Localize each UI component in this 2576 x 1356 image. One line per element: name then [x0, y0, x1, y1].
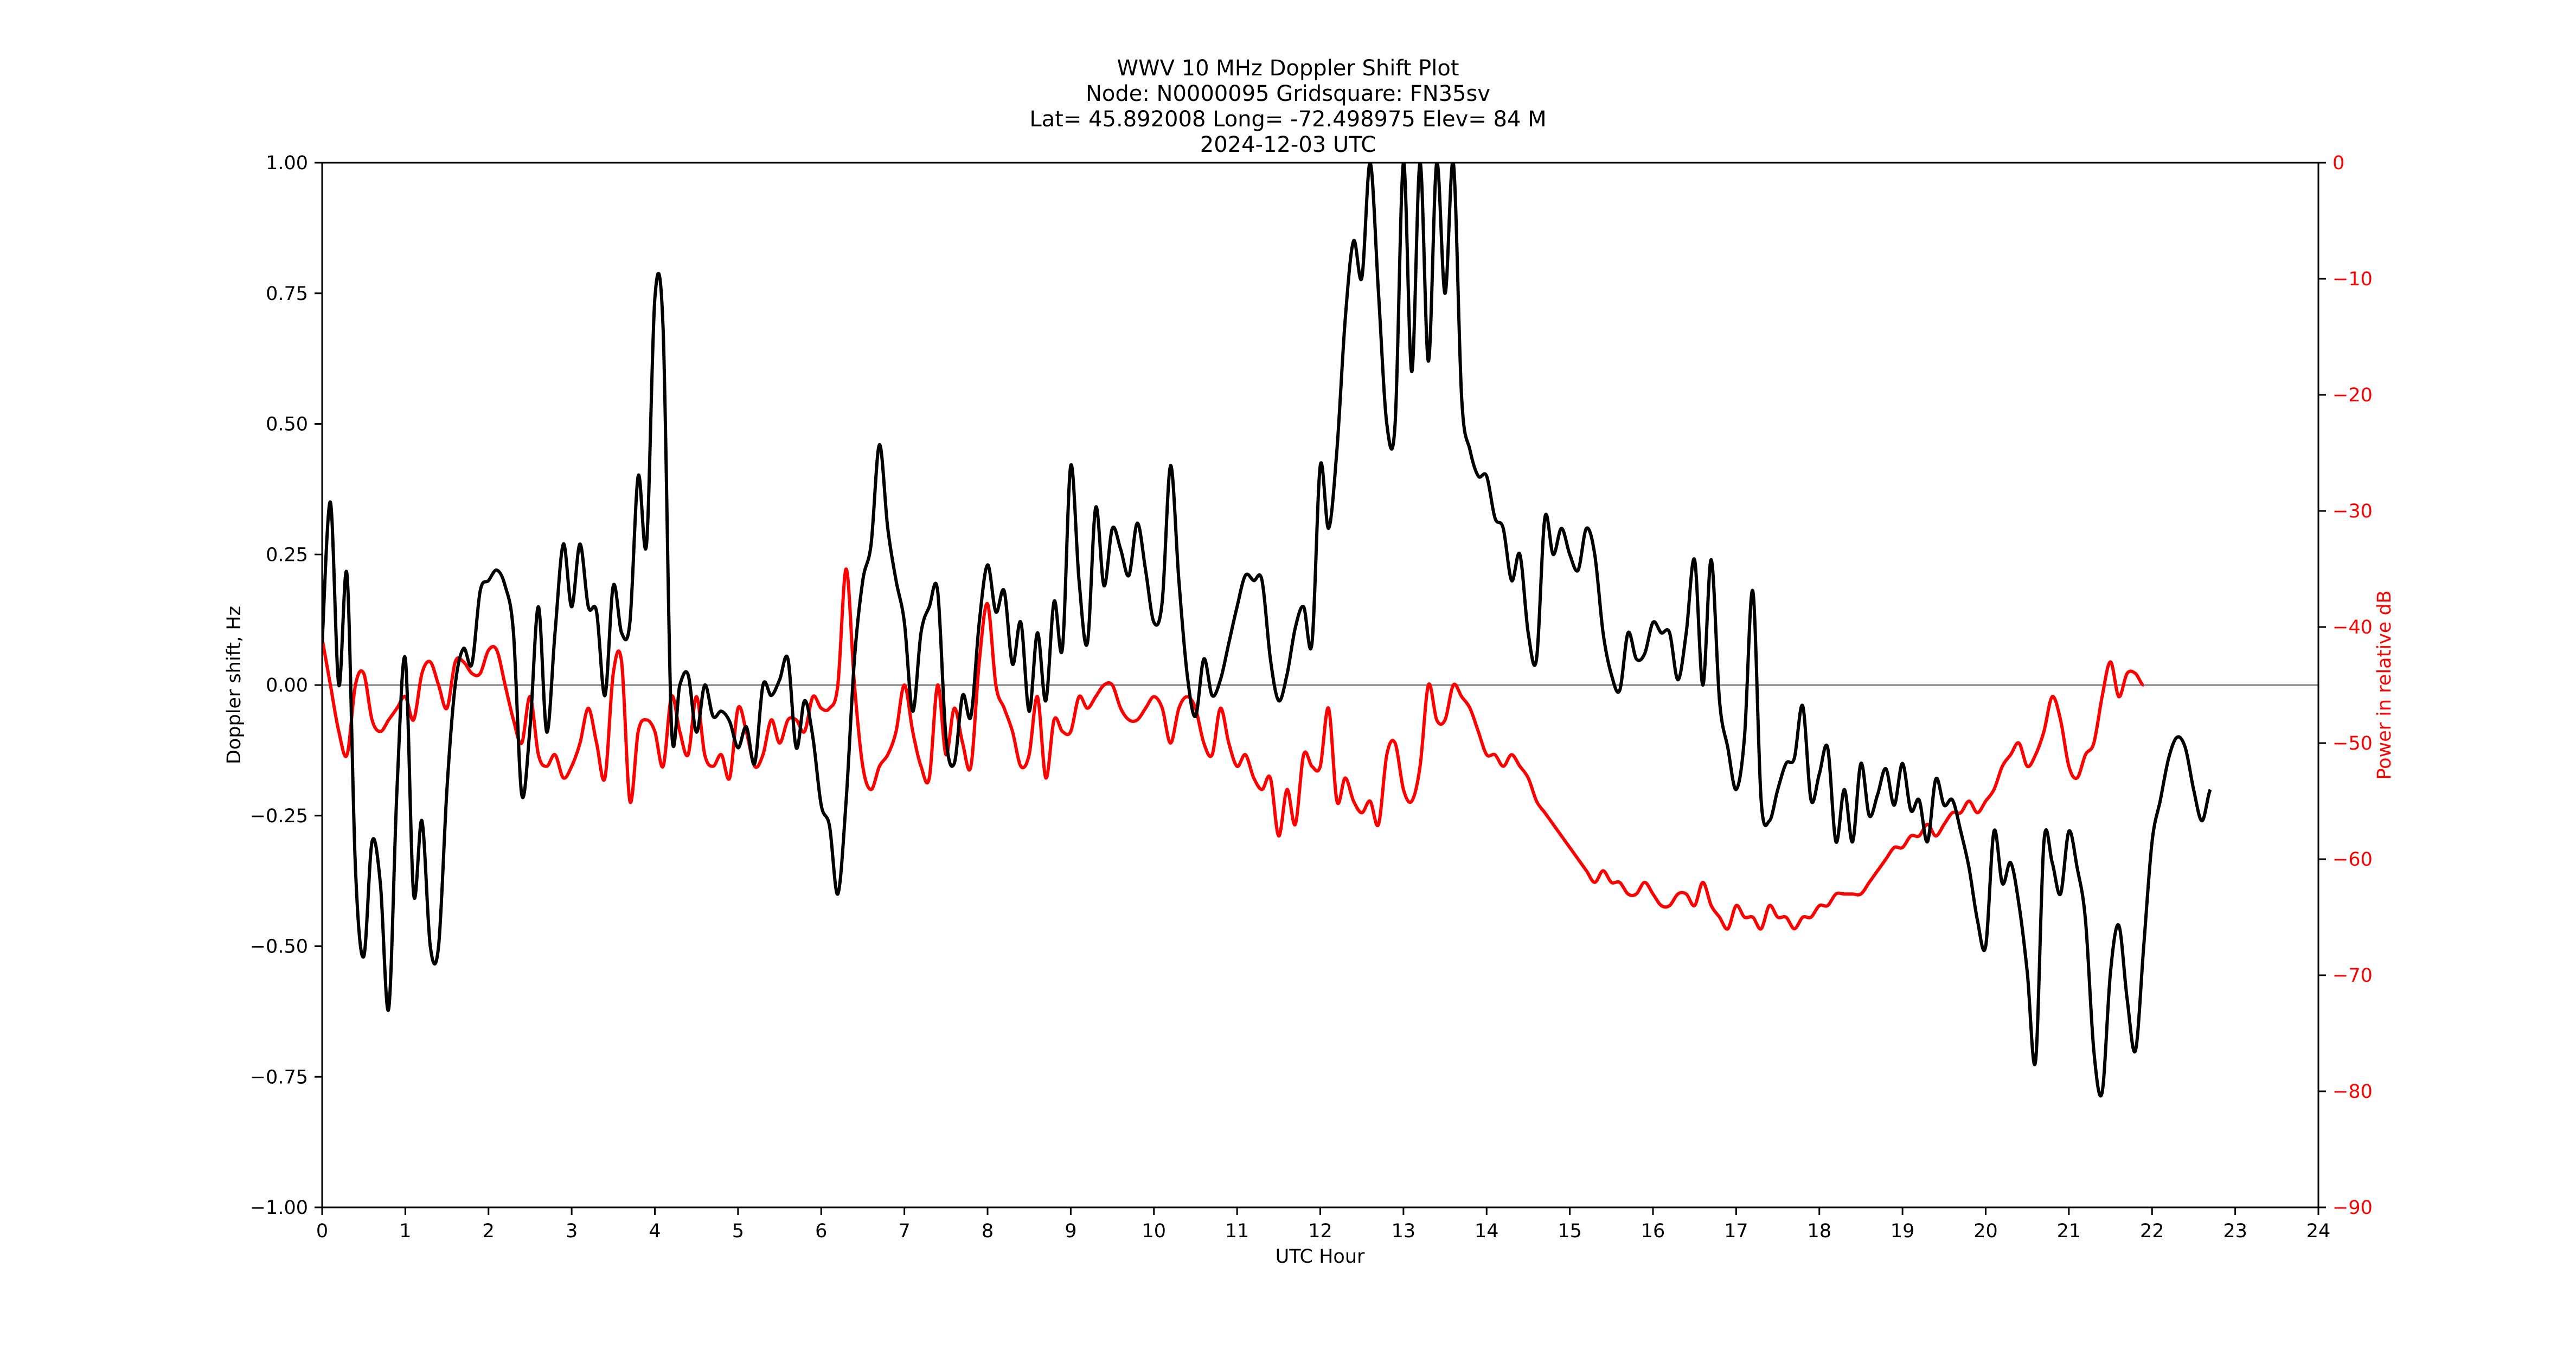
y2-tick-label: −90 [2333, 1197, 2373, 1219]
x-tick-label: 11 [1225, 1220, 1249, 1242]
x-tick-label: 16 [1641, 1220, 1665, 1242]
y2-tick-label: −40 [2333, 617, 2373, 638]
y-tick-label: −0.25 [250, 805, 308, 827]
y-tick-label: −0.75 [250, 1066, 308, 1088]
y2-tick-label: −80 [2333, 1081, 2373, 1103]
x-tick-label: 21 [2057, 1220, 2081, 1242]
x-tick-label: 2 [483, 1220, 495, 1242]
x-tick-label: 17 [1724, 1220, 1748, 1242]
y-tick-label: 0.00 [266, 675, 308, 696]
chart-title-line-2: Node: N0000095 Gridsquare: FN35sv [1085, 81, 1491, 106]
x-tick-label: 15 [1558, 1220, 1582, 1242]
y-tick-label: 0.25 [266, 544, 308, 566]
y2-tick-label: −30 [2333, 501, 2373, 522]
x-tick-label: 3 [566, 1220, 578, 1242]
y2-tick-label: 0 [2333, 152, 2344, 174]
x-tick-label: 12 [1308, 1220, 1332, 1242]
x-tick-label: 14 [1475, 1220, 1499, 1242]
y-tick-label: 0.75 [266, 283, 308, 305]
y2-tick-label: −70 [2333, 965, 2373, 987]
x-tick-label: 0 [316, 1220, 328, 1242]
x-tick-label: 1 [399, 1220, 411, 1242]
x-tick-label: 19 [1891, 1220, 1915, 1242]
chart-title-line-1: WWV 10 MHz Doppler Shift Plot [1117, 56, 1459, 81]
doppler-series-line [322, 163, 2212, 1098]
x-tick-label: 6 [815, 1220, 827, 1242]
y2-tick-label: −20 [2333, 385, 2373, 406]
right-y-axis-ticks: 0 −10 −20 −30 −40 −50 −60 −70 −80 −90 [2318, 152, 2373, 1219]
x-tick-label: 7 [898, 1220, 910, 1242]
y2-tick-label: −60 [2333, 849, 2373, 871]
y2-tick-label: −50 [2333, 733, 2373, 754]
x-tick-label: 18 [1807, 1220, 1831, 1242]
y-tick-label: −1.00 [250, 1197, 308, 1219]
right-y-axis-label: Power in relative dB [2374, 590, 2395, 779]
x-axis-label: UTC Hour [1276, 1246, 1365, 1268]
x-tick-label: 5 [732, 1220, 744, 1242]
chart-title-line-3: Lat= 45.892008 Long= -72.498975 Elev= 84… [1029, 107, 1547, 132]
left-y-axis-ticks: 1.00 0.75 0.50 0.25 0.00 −0.25 −0.50 −0.75 −1.00 [250, 152, 322, 1219]
y2-tick-label: −10 [2333, 268, 2373, 290]
y-tick-label: 0.50 [266, 414, 308, 436]
y-tick-label: −0.50 [250, 936, 308, 958]
x-tick-label: 24 [2306, 1220, 2331, 1242]
chart-title-line-4: 2024-12-03 UTC [1200, 132, 1376, 157]
x-tick-label: 20 [1973, 1220, 1998, 1242]
x-tick-label: 22 [2140, 1220, 2164, 1242]
x-tick-label: 8 [982, 1220, 994, 1242]
x-tick-label: 9 [1065, 1220, 1076, 1242]
y-tick-label: 1.00 [266, 152, 308, 174]
x-tick-label: 10 [1142, 1220, 1166, 1242]
x-tick-label: 13 [1392, 1220, 1416, 1242]
x-axis-ticks: 0 1 2 3 4 5 6 7 8 9 10 11 12 13 14 15 16 17 18 19 20 21 22 23 24 [316, 1207, 2330, 1242]
doppler-line [322, 163, 2212, 1098]
x-tick-label: 4 [649, 1220, 661, 1242]
x-tick-label: 23 [2223, 1220, 2247, 1242]
left-y-axis-label: Doppler shift, Hz [223, 606, 245, 764]
